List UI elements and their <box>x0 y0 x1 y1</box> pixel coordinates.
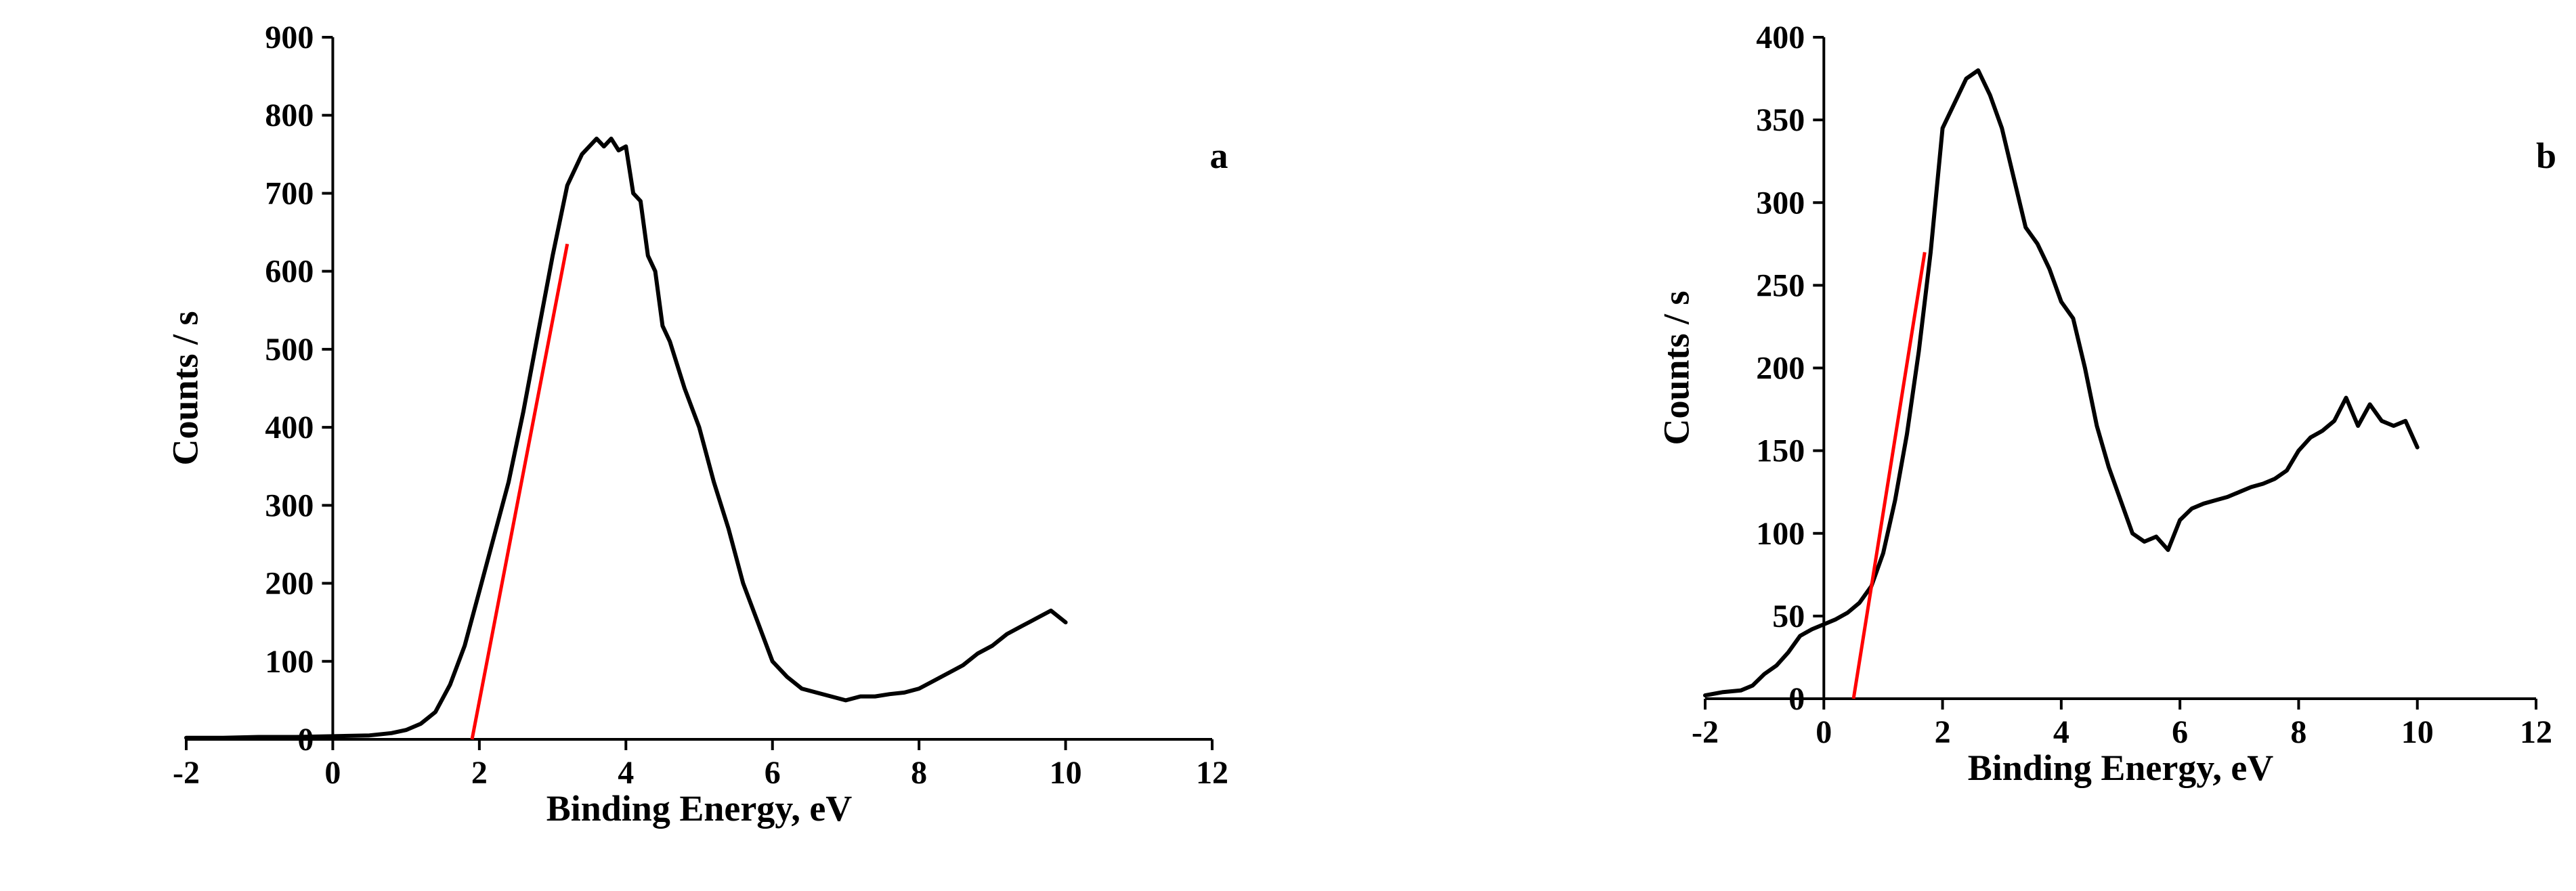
panel-a-label: a <box>1210 135 1228 176</box>
panel-a-x-tick-label: 12 <box>1196 755 1228 791</box>
panel-b-y-axis-label: Counts / s <box>1656 290 1696 445</box>
panel-a-x-tick-label: 8 <box>911 755 927 791</box>
panel-a-x-tick-label: 4 <box>618 755 634 791</box>
panel-a-x-tick-label: 0 <box>324 755 341 791</box>
panel-b-x-tick-label: 12 <box>2520 714 2552 750</box>
panel-a-y-tick-label: 900 <box>265 20 314 56</box>
panel-a-y-tick-label: 700 <box>265 175 314 211</box>
panel-b-x-axis-label: Binding Energy, eV <box>1968 747 2274 788</box>
panel-b-x-tick-label: 0 <box>1816 714 1832 750</box>
panel-b-y-tick-label: 350 <box>1756 102 1805 138</box>
panel-b-y-tick-label: 200 <box>1756 351 1805 387</box>
panel-b-y-tick-label: 100 <box>1756 516 1805 552</box>
panel-b-x-tick-label: 4 <box>2053 714 2069 750</box>
panel-b-y-tick-label: 300 <box>1756 185 1805 221</box>
panel-b-x-tick-label: 2 <box>1935 714 1951 750</box>
panel-b-spectrum-line <box>1703 68 2420 698</box>
panel-b-x-tick-label: -2 <box>1692 714 1719 750</box>
panel-b-x-tick-label: 10 <box>2401 714 2434 750</box>
panel-a-y-tick-label: 400 <box>265 410 314 446</box>
panel-a-y-tick-label: 100 <box>265 644 314 680</box>
panel-b-y-tick-label: 400 <box>1756 20 1805 56</box>
panel-b-y-tick-label: 50 <box>1772 599 1805 634</box>
panel-a-x-axis-label: Binding Energy, eV <box>546 788 853 829</box>
panel-b-fit-line <box>1851 252 1927 699</box>
panel-a-y-tick-label: 300 <box>265 487 314 523</box>
panel-b-label: b <box>2536 135 2556 176</box>
panel-b-y-tick-label: 0 <box>1788 681 1805 717</box>
panel-b-x-tick-label: 8 <box>2290 714 2306 750</box>
panel-a-y-tick-label: 500 <box>265 332 314 368</box>
panel-a-spectrum-line <box>184 136 1068 740</box>
panel-a-x-tick-label: 6 <box>765 755 781 791</box>
panel-b-y-tick-label: 150 <box>1756 433 1805 469</box>
panel-b-x-tick-label: 6 <box>2172 714 2188 750</box>
panel-a-y-tick-label: 600 <box>265 254 314 290</box>
panel-a-y-tick-label: 200 <box>265 566 314 602</box>
panel-a-y-tick-label: 0 <box>297 722 314 758</box>
panel-a-x-tick-label: 10 <box>1050 755 1082 791</box>
panel-a-x-tick-label: -2 <box>173 755 200 791</box>
panel-a-y-tick-label: 800 <box>265 97 314 133</box>
panel-b-y-tick-label: 250 <box>1756 267 1805 303</box>
panel-a-y-axis-label: Counts / s <box>165 311 205 465</box>
panel-a-fit-line <box>470 243 570 740</box>
panel-a-x-tick-label: 2 <box>471 755 488 791</box>
